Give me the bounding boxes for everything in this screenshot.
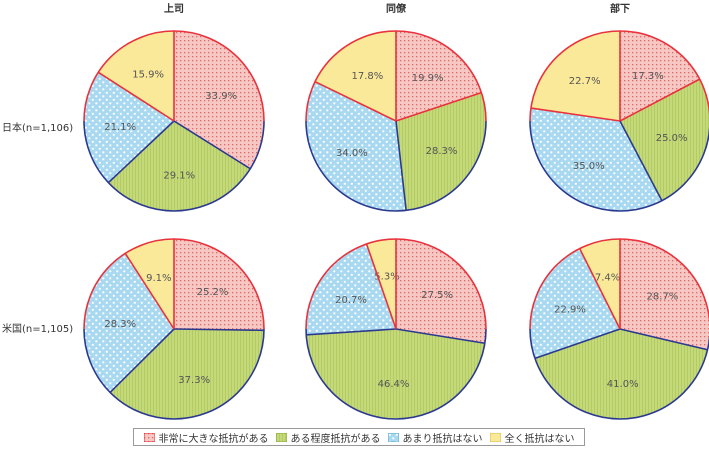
pie-slice-somewhat bbox=[396, 92, 487, 211]
legend-item-not-much: あまり抵抗はない bbox=[387, 430, 483, 445]
pie-0-1: 19.9% 28.3% 34.0% 17.8% bbox=[305, 30, 487, 212]
pie-slice-none bbox=[579, 239, 620, 329]
pie-slice-boundary bbox=[97, 71, 175, 122]
pie-slice-boundary bbox=[314, 80, 397, 122]
pie-data-label: 20.7% bbox=[335, 295, 367, 306]
pie-data-label: 25.0% bbox=[656, 133, 688, 144]
pie-slice-not-much bbox=[83, 253, 174, 393]
legend-swatch-yellow bbox=[489, 432, 501, 442]
column-title-colleague: 同僚 bbox=[386, 2, 407, 15]
pie-data-label: 29.1% bbox=[163, 171, 195, 182]
pie-data-label: 27.5% bbox=[421, 290, 453, 301]
pie-slice-boundary bbox=[530, 107, 621, 122]
pie-data-label: 25.2% bbox=[197, 287, 229, 298]
pie-slice-not-much bbox=[529, 248, 620, 359]
pie-slice-not-much bbox=[530, 108, 662, 211]
pie-slice-boundary bbox=[173, 120, 251, 170]
legend-item-very-strong: 非常に大きな抵抗がある bbox=[143, 430, 269, 445]
pie-slice-none bbox=[98, 31, 174, 121]
pie-slice-somewhat bbox=[108, 121, 251, 212]
pie-slice-boundary bbox=[109, 328, 175, 393]
legend-swatch-red-grid bbox=[143, 432, 155, 442]
row-label-japan: 日本(n=1,106) bbox=[2, 121, 73, 134]
pie-data-label: 17.8% bbox=[352, 71, 384, 82]
pie-data-label: 37.3% bbox=[178, 375, 210, 386]
legend-label: あまり抵抗はない bbox=[402, 433, 483, 445]
pie-1-0: 25.2% 37.3% 28.3% 9.1% bbox=[83, 238, 265, 420]
pie-chart-canvas: 33.9% 29.1% 21.1% 15.9% 19.9% 28.3% 34.0% 17.8%… bbox=[2, 2, 709, 420]
pie-data-label: 22.7% bbox=[569, 76, 601, 87]
pie-data-label: 17.3% bbox=[632, 71, 664, 82]
pie-outline-arc bbox=[305, 328, 487, 420]
pie-slice-boundary bbox=[578, 248, 621, 330]
legend-label: 非常に大きな抵抗がある bbox=[158, 433, 269, 445]
pie-slice-boundary bbox=[306, 328, 397, 336]
legend-item-somewhat: ある程度抵抗がある bbox=[275, 430, 381, 445]
column-title-subordinate: 部下 bbox=[610, 2, 630, 15]
pie-slice-boundary bbox=[395, 91, 482, 122]
pie-data-label: 28.3% bbox=[426, 146, 458, 157]
pie-data-label: 33.9% bbox=[205, 91, 237, 102]
pie-slice-very-strong bbox=[396, 31, 482, 121]
pie-data-label: 28.3% bbox=[104, 319, 136, 330]
pie-slice-boundary bbox=[124, 252, 175, 330]
legend-swatch-blue-dots bbox=[387, 432, 399, 442]
pie-outline-arc bbox=[83, 328, 265, 420]
pie-slice-boundary bbox=[619, 120, 663, 202]
pie-slice-none bbox=[125, 239, 174, 329]
pie-slice-boundary bbox=[173, 328, 265, 332]
pie-outline-arc bbox=[529, 328, 709, 420]
pie-data-label: 34.0% bbox=[336, 148, 368, 159]
pie-outline-arc bbox=[305, 120, 487, 212]
pie-slice-boundary bbox=[365, 243, 397, 330]
pie-slice-not-much bbox=[83, 72, 174, 183]
pie-slice-very-strong bbox=[174, 239, 264, 331]
pie-slice-somewhat bbox=[110, 329, 264, 420]
pie-data-label: 5.3% bbox=[374, 272, 399, 283]
pie-data-label: 41.0% bbox=[607, 379, 639, 390]
pie-data-label: 15.9% bbox=[132, 70, 164, 81]
pie-data-label: 19.9% bbox=[412, 73, 444, 84]
pie-slice-boundary bbox=[395, 328, 485, 345]
pie-slice-very-strong bbox=[396, 239, 487, 344]
pie-slice-boundary bbox=[395, 120, 407, 211]
pie-data-label: 9.1% bbox=[146, 273, 171, 284]
pie-data-label: 22.9% bbox=[554, 305, 586, 316]
pie-outline-arc bbox=[83, 120, 265, 212]
pie-slice-boundary bbox=[619, 78, 701, 122]
pie-outline-arc bbox=[529, 120, 709, 212]
legend-label: 全く抵抗はない bbox=[504, 433, 575, 445]
pie-data-label: 35.0% bbox=[573, 161, 605, 172]
pie-data-label: 28.7% bbox=[647, 292, 679, 303]
pie-slice-not-much bbox=[306, 243, 396, 335]
pie-slice-very-strong bbox=[620, 31, 700, 121]
legend-swatch-green bbox=[275, 432, 287, 442]
chart-legend: 非常に大きな抵抗がある ある程度抵抗がある あまり抵抗はない 全く抵抗はない bbox=[133, 428, 585, 446]
pie-slice-somewhat bbox=[306, 329, 485, 419]
column-title-boss: 上司 bbox=[164, 2, 184, 15]
pie-slice-somewhat bbox=[534, 329, 708, 420]
pie-slice-boundary bbox=[107, 120, 175, 184]
pie-data-label: 21.1% bbox=[104, 122, 136, 133]
pie-slice-none bbox=[315, 31, 396, 121]
pie-0-2: 17.3% 25.0% 35.0% 22.7% bbox=[529, 30, 709, 212]
legend-item-none: 全く抵抗はない bbox=[489, 430, 575, 445]
pie-1-1: 27.5% 46.4% 20.7% 5.3% bbox=[305, 238, 487, 420]
pie-0-0: 33.9% 29.1% 21.1% 15.9% bbox=[83, 30, 265, 212]
legend-label: ある程度抵抗がある bbox=[290, 433, 381, 445]
pie-slice-very-strong bbox=[620, 239, 709, 350]
row-label-usa: 米国(n=1,105) bbox=[2, 322, 73, 335]
pie-data-label: 7.4% bbox=[595, 273, 620, 284]
pie-slice-boundary bbox=[619, 328, 708, 351]
pie-data-label: 46.4% bbox=[378, 379, 410, 390]
pie-slice-none bbox=[530, 31, 620, 121]
pie-1-2: 28.7% 41.0% 22.9% 7.4% bbox=[529, 238, 709, 420]
pie-slice-boundary bbox=[534, 328, 621, 360]
